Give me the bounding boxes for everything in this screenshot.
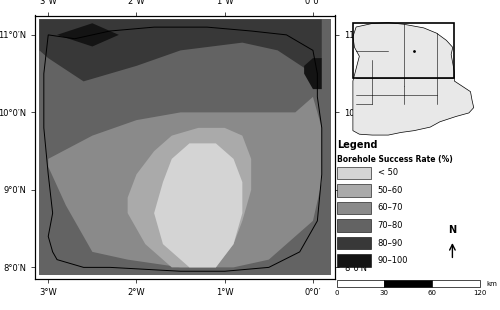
Text: 60–70: 60–70 [378, 203, 403, 212]
Bar [337, 166, 371, 179]
Text: Legend: Legend [337, 140, 378, 150]
Text: 0: 0 [334, 290, 339, 296]
Text: 80–90: 80–90 [378, 239, 403, 248]
Bar [337, 219, 371, 232]
Polygon shape [48, 97, 322, 267]
Text: 50–60: 50–60 [378, 186, 403, 195]
Bar [337, 237, 371, 249]
Text: < 50: < 50 [378, 168, 398, 177]
Polygon shape [40, 19, 331, 275]
Text: N: N [448, 225, 456, 235]
Polygon shape [128, 128, 251, 267]
Bar [337, 280, 384, 287]
Polygon shape [353, 23, 474, 135]
Bar [384, 280, 432, 287]
Bar [337, 184, 371, 197]
Polygon shape [304, 58, 322, 89]
Bar [432, 280, 480, 287]
Text: 30: 30 [380, 290, 389, 296]
Text: Borehole Success Rate (%): Borehole Success Rate (%) [337, 155, 452, 164]
Text: 90–100: 90–100 [378, 256, 408, 265]
Bar [353, 23, 454, 78]
Text: 120: 120 [473, 290, 486, 296]
Text: km: km [486, 281, 498, 287]
Text: 60: 60 [428, 290, 436, 296]
Bar [337, 255, 371, 267]
Polygon shape [154, 143, 242, 267]
Bar [337, 202, 371, 214]
Text: 70–80: 70–80 [378, 221, 403, 230]
Polygon shape [40, 19, 322, 81]
Polygon shape [57, 23, 119, 46]
